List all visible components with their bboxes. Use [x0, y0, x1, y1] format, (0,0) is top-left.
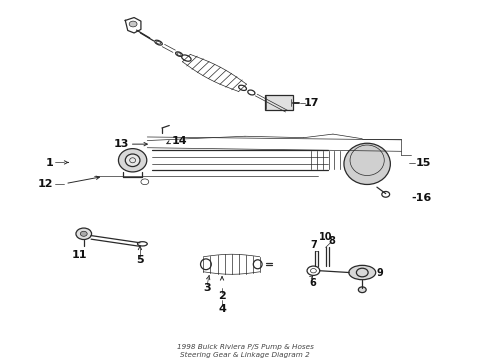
Circle shape	[129, 21, 137, 27]
Ellipse shape	[344, 143, 391, 184]
Text: 6: 6	[309, 278, 316, 288]
Text: 5: 5	[136, 255, 144, 265]
Text: 4: 4	[218, 304, 226, 314]
Text: 1: 1	[46, 158, 53, 168]
Text: 7: 7	[310, 240, 317, 250]
Text: -16: -16	[411, 193, 431, 203]
Circle shape	[76, 228, 92, 239]
Text: 8: 8	[328, 236, 336, 246]
Text: 15: 15	[416, 158, 431, 168]
Ellipse shape	[125, 154, 140, 167]
Ellipse shape	[119, 149, 147, 172]
Text: 11: 11	[72, 249, 88, 260]
Circle shape	[358, 287, 366, 293]
Text: 10: 10	[319, 232, 332, 242]
Text: 17: 17	[303, 98, 318, 108]
Text: 2: 2	[218, 291, 226, 301]
Text: 13: 13	[113, 139, 129, 149]
Bar	[265, 95, 293, 110]
Circle shape	[80, 231, 87, 236]
Text: 1998 Buick Riviera P/S Pump & Hoses
Steering Gear & Linkage Diagram 2: 1998 Buick Riviera P/S Pump & Hoses Stee…	[176, 345, 314, 357]
Text: 12: 12	[38, 179, 53, 189]
Text: 14: 14	[172, 136, 187, 146]
Ellipse shape	[349, 265, 376, 280]
Text: 3: 3	[203, 283, 211, 293]
Text: 9: 9	[377, 267, 384, 278]
